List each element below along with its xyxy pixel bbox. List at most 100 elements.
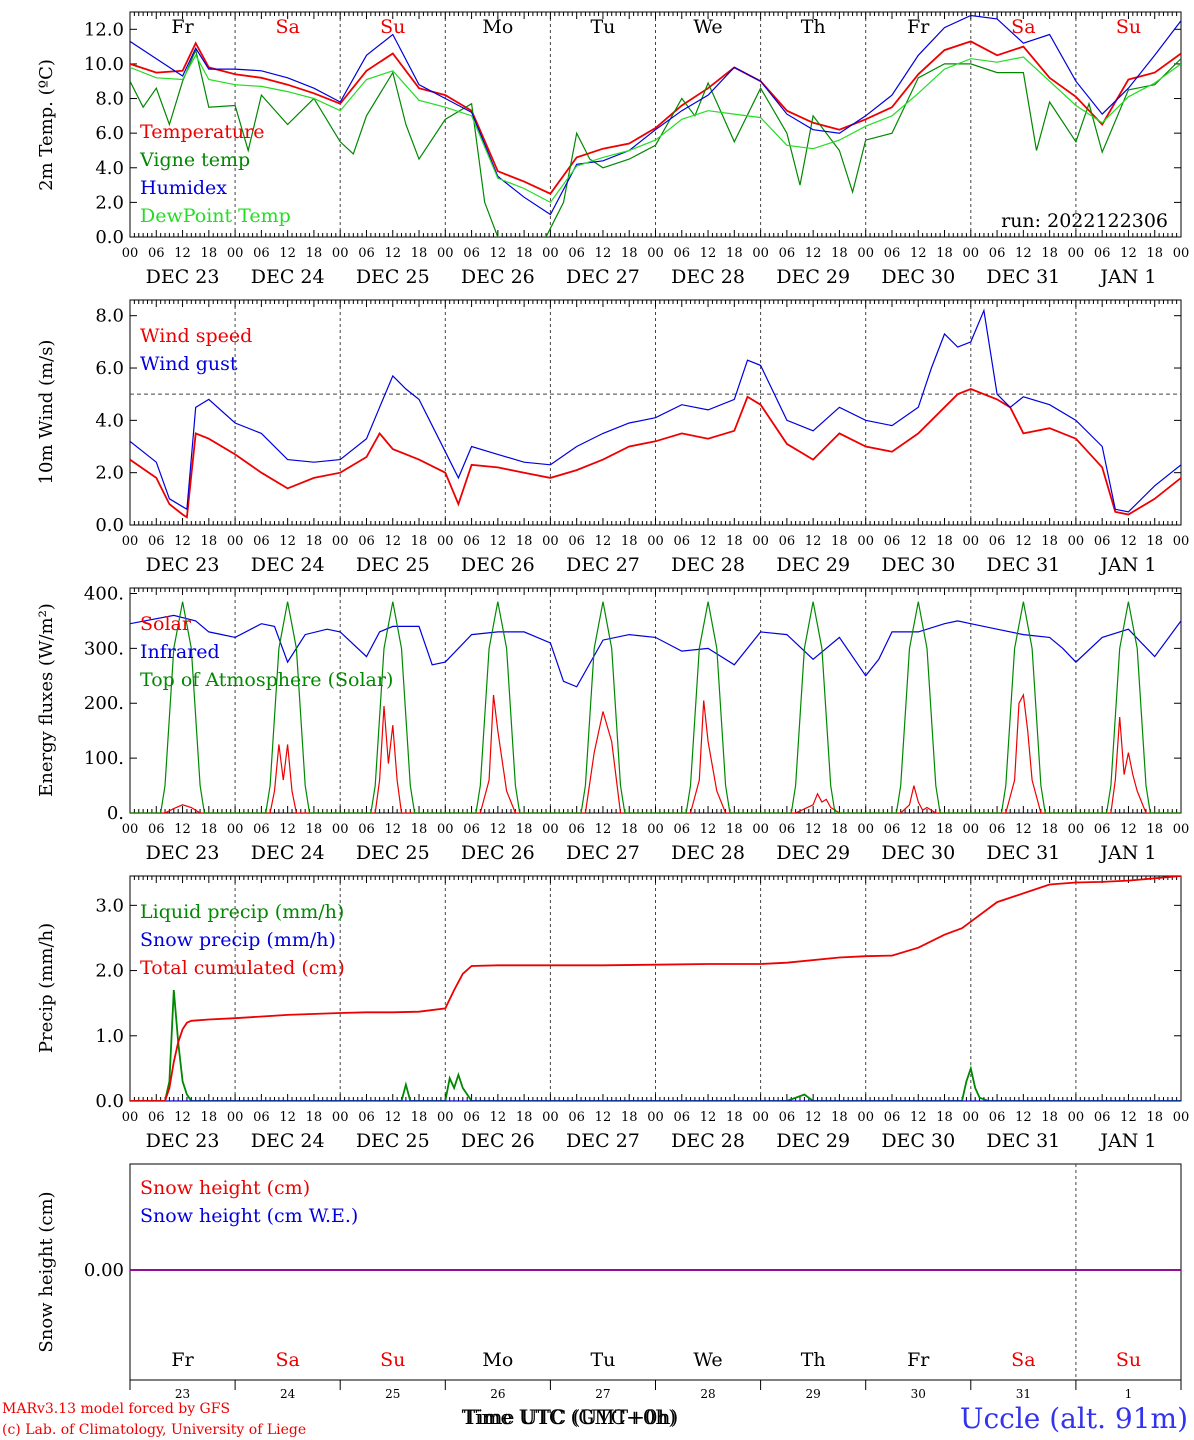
hour-tick-label: 00 xyxy=(437,1110,454,1125)
panel-1 xyxy=(129,11,1182,238)
hour-tick-label: 06 xyxy=(989,246,1006,261)
series-line-liquid-precip-mm-h- xyxy=(130,990,1181,1101)
date-label: DEC 31 xyxy=(986,266,1060,288)
y-tick-label: 12.0 xyxy=(84,19,124,40)
hour-tick-label: 00 xyxy=(332,822,349,837)
footer-model: MARv3.13 model forced by GFS xyxy=(2,1401,230,1417)
hour-tick-label: 18 xyxy=(831,822,848,837)
hour-tick-label: 06 xyxy=(884,246,901,261)
legend-entry: Temperature xyxy=(140,121,264,143)
hour-tick-label: 06 xyxy=(568,1110,585,1125)
y-tick-label: 0.0 xyxy=(95,1091,124,1112)
hour-tick-label: 12 xyxy=(1015,534,1032,549)
hour-tick-label: 06 xyxy=(674,822,691,837)
legend-entry: Wind speed xyxy=(140,325,252,347)
legend-entry: DewPoint Temp xyxy=(140,205,291,227)
x-axis-label: Time UTC (GMT+0h) xyxy=(462,1405,679,1429)
day-number-label: 29 xyxy=(806,1387,821,1401)
day-of-week-label: Sa xyxy=(275,1349,299,1371)
hour-tick-label: 06 xyxy=(463,822,480,837)
y-tick-label: 0. xyxy=(107,803,124,824)
y-tick-label: 0.0 xyxy=(95,227,124,248)
day-number-label: 27 xyxy=(595,1387,610,1401)
hour-tick-label: 06 xyxy=(568,534,585,549)
y-axis-label: 10m Wind (m/s) xyxy=(36,340,57,485)
day-of-week-label: Su xyxy=(1116,1349,1141,1371)
hour-tick-label: 12 xyxy=(1120,822,1137,837)
hour-tick-label: 06 xyxy=(568,822,585,837)
hour-tick-label: 00 xyxy=(752,534,769,549)
hour-tick-label: 12 xyxy=(805,534,822,549)
date-label: DEC 26 xyxy=(461,1130,535,1152)
y-tick-label: 1.0 xyxy=(95,1026,124,1047)
hour-tick-label: 12 xyxy=(1120,534,1137,549)
day-of-week-label: Su xyxy=(380,16,405,38)
hour-tick-label: 12 xyxy=(805,822,822,837)
hour-tick-label: 18 xyxy=(1041,534,1058,549)
day-number-label: 24 xyxy=(280,1387,296,1401)
hour-tick-label: 00 xyxy=(332,246,349,261)
hour-tick-label: 18 xyxy=(621,246,638,261)
hour-tick-label: 06 xyxy=(148,534,165,549)
hour-tick-label: 00 xyxy=(437,534,454,549)
y-tick-label: 3.0 xyxy=(95,895,124,916)
x-axis-label-overprint: Time UTC (UTC+0h) xyxy=(464,1405,676,1429)
date-label: DEC 26 xyxy=(461,554,535,576)
date-label: DEC 30 xyxy=(881,554,955,576)
y-tick-label: 10.0 xyxy=(84,54,124,75)
hour-tick-label: 18 xyxy=(516,1110,533,1125)
panel-4 xyxy=(129,875,1182,1102)
date-label: JAN 1 xyxy=(1098,554,1156,576)
hour-tick-label: 06 xyxy=(674,246,691,261)
station-label: Uccle (alt. 91m) xyxy=(960,1402,1188,1435)
hour-tick-label: 06 xyxy=(779,246,796,261)
hour-tick-label: 12 xyxy=(1120,246,1137,261)
hour-tick-label: 18 xyxy=(831,534,848,549)
hour-tick-label: 06 xyxy=(884,822,901,837)
hour-tick-label: 00 xyxy=(1173,1110,1190,1125)
series-line-top-of-atmosphere-solar- xyxy=(130,601,1181,813)
hour-tick-label: 06 xyxy=(253,1110,270,1125)
hour-tick-label: 18 xyxy=(306,534,323,549)
hour-tick-label: 18 xyxy=(831,1110,848,1125)
date-label: DEC 31 xyxy=(986,842,1060,864)
date-label: JAN 1 xyxy=(1098,1130,1156,1152)
hour-tick-label: 00 xyxy=(963,246,980,261)
hour-tick-label: 00 xyxy=(857,1110,874,1125)
hour-tick-label: 18 xyxy=(936,246,953,261)
hour-tick-label: 12 xyxy=(384,246,401,261)
hour-tick-label: 18 xyxy=(831,246,848,261)
hour-tick-label: 12 xyxy=(910,822,927,837)
hour-tick-label: 18 xyxy=(726,246,743,261)
hour-tick-label: 12 xyxy=(490,534,507,549)
hour-tick-label: 06 xyxy=(253,534,270,549)
series-line-vigne-temp xyxy=(130,48,1181,237)
hour-tick-label: 00 xyxy=(647,534,664,549)
run-label: run: 2022122306 xyxy=(1001,210,1168,232)
hour-tick-label: 18 xyxy=(1146,822,1163,837)
hour-tick-label: 18 xyxy=(726,822,743,837)
day-of-week-label: Sa xyxy=(275,16,299,38)
hour-tick-label: 06 xyxy=(358,534,375,549)
hour-tick-label: 12 xyxy=(174,1110,191,1125)
hour-tick-label: 06 xyxy=(568,246,585,261)
series-line-temperature xyxy=(130,40,1181,195)
hour-tick-label: 12 xyxy=(490,246,507,261)
hour-tick-label: 12 xyxy=(1015,822,1032,837)
hour-tick-label: 12 xyxy=(174,822,191,837)
hour-tick-label: 00 xyxy=(122,246,139,261)
date-label: DEC 29 xyxy=(776,266,850,288)
hour-tick-label: 06 xyxy=(989,534,1006,549)
hour-tick-label: 00 xyxy=(752,246,769,261)
panel-2 xyxy=(129,299,1182,526)
hour-tick-label: 18 xyxy=(411,822,428,837)
hour-tick-label: 12 xyxy=(700,1110,717,1125)
y-axis-label: Energy fluxes (W/m²) xyxy=(36,603,57,797)
hour-tick-label: 12 xyxy=(595,246,612,261)
hour-tick-label: 12 xyxy=(384,822,401,837)
y-tick-label: 4.0 xyxy=(95,158,124,179)
hour-tick-label: 06 xyxy=(253,246,270,261)
hour-tick-label: 00 xyxy=(1068,1110,1085,1125)
hour-tick-label: 12 xyxy=(384,534,401,549)
